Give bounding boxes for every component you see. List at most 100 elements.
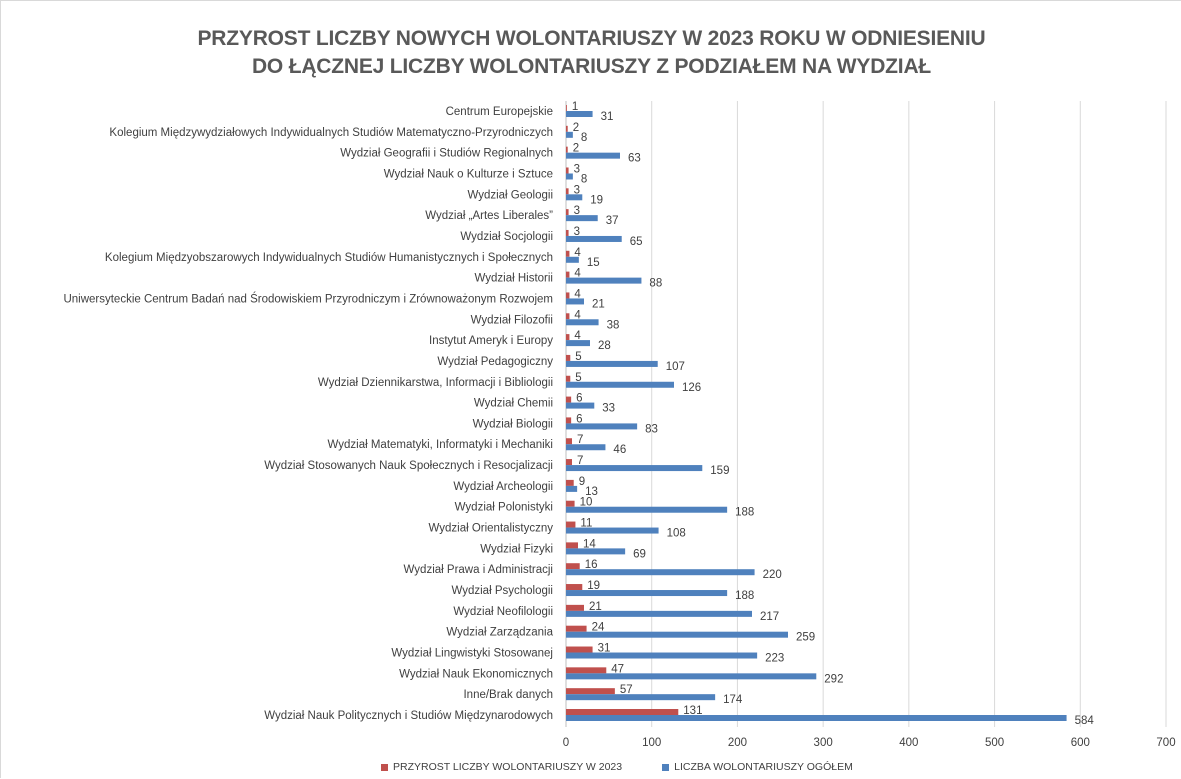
data-label-growth: 57 xyxy=(620,684,633,696)
data-label-growth: 31 xyxy=(598,643,611,655)
x-tick-label: 0 xyxy=(563,737,569,749)
data-label-total: 46 xyxy=(613,444,626,456)
data-label-total: 15 xyxy=(587,257,600,269)
bar-total xyxy=(566,298,584,305)
data-label-total: 126 xyxy=(682,382,701,394)
category-label: Wydział „Artes Liberales” xyxy=(425,210,553,222)
bar-total xyxy=(566,111,593,117)
bar-growth xyxy=(566,229,569,236)
data-label-growth: 16 xyxy=(585,559,598,571)
bar-total xyxy=(566,340,590,347)
bar-growth xyxy=(566,105,567,111)
category-label: Wydział Nauk Politycznych i Studiów Międ… xyxy=(264,710,553,722)
data-label-total: 174 xyxy=(723,694,743,706)
data-label-total: 259 xyxy=(796,632,815,644)
chart-title-line-1: PRZYROST LICZBY NOWYCH WOLONTARIUSZY W 2… xyxy=(197,27,986,50)
category-label: Centrum Europejskie xyxy=(446,106,553,118)
data-label-total: 69 xyxy=(633,548,646,560)
bar-growth xyxy=(566,438,572,445)
data-label-total: 220 xyxy=(763,569,782,581)
category-label: Wydział Nauk o Kulturze i Sztuce xyxy=(384,168,553,180)
category-label: Wydział Socjologii xyxy=(460,231,553,243)
bar-total xyxy=(566,402,595,409)
bar-total xyxy=(566,131,573,138)
category-label: Instytut Ameryk i Europy xyxy=(429,335,553,347)
category-label: Wydział Nauk Ekonomicznych xyxy=(399,668,553,680)
data-label-growth: 4 xyxy=(574,268,581,280)
chart-legend: PRZYROST LICZBY WOLONTARIUSZY W 2023 LIC… xyxy=(381,761,853,773)
legend-label-growth: PRZYROST LICZBY WOLONTARIUSZY W 2023 xyxy=(393,761,623,773)
bar-total xyxy=(566,631,788,638)
bar-growth xyxy=(566,146,568,153)
category-label: Wydział Historii xyxy=(475,273,554,285)
bar-total xyxy=(566,673,817,680)
category-label: Wydział Chemii xyxy=(474,398,553,410)
chart-title: PRZYROST LICZBY NOWYCH WOLONTARIUSZY W 2… xyxy=(1,25,1181,81)
data-label-growth: 4 xyxy=(574,288,581,300)
bar-total xyxy=(566,152,620,159)
bar-growth xyxy=(566,479,574,486)
category-label: Uniwersyteckie Centrum Badań nad Środowi… xyxy=(63,292,553,305)
bar-total xyxy=(566,694,716,701)
data-label-growth: 10 xyxy=(580,497,593,509)
bar-growth xyxy=(566,396,572,403)
category-label: Wydział Prawa i Administracji xyxy=(404,564,553,576)
data-label-growth: 2 xyxy=(573,143,579,155)
category-label: Wydział Orientalistyczny xyxy=(428,523,553,535)
data-label-growth: 9 xyxy=(579,476,585,488)
data-label-growth: 4 xyxy=(574,247,581,259)
data-label-total: 63 xyxy=(628,153,641,165)
category-label: Wydział Fizyki xyxy=(480,543,553,555)
bar-growth xyxy=(566,667,607,674)
bar-growth xyxy=(566,688,615,695)
data-label-total: 65 xyxy=(630,236,643,248)
data-label-growth: 19 xyxy=(587,580,600,592)
category-label: Wydział Zarządzania xyxy=(446,627,553,639)
data-label-growth: 131 xyxy=(683,705,702,717)
bar-total xyxy=(566,652,758,659)
category-label: Wydział Geologii xyxy=(467,189,553,201)
bar-growth xyxy=(566,292,570,299)
data-label-growth: 47 xyxy=(611,663,624,675)
category-label: Wydział Neofilologii xyxy=(453,606,553,618)
data-label-growth: 3 xyxy=(574,184,580,196)
bar-total xyxy=(566,569,755,576)
category-label: Wydział Filozofii xyxy=(471,314,553,326)
legend-item-total: LICZBA WOLONTARIUSZY OGÓŁEM xyxy=(662,761,853,773)
bar-growth xyxy=(566,604,584,611)
bar-total xyxy=(566,319,599,326)
bar-total xyxy=(566,360,658,367)
data-label-total: 33 xyxy=(602,403,615,415)
category-label: Wydział Lingwistyki Stosowanej xyxy=(391,648,553,660)
x-tick-label: 700 xyxy=(1156,737,1175,749)
bar-total xyxy=(566,381,674,388)
data-label-growth: 24 xyxy=(592,622,605,634)
data-label-total: 37 xyxy=(606,215,619,227)
data-label-total: 584 xyxy=(1075,715,1095,727)
data-label-total: 13 xyxy=(585,486,598,498)
data-label-total: 31 xyxy=(601,111,614,123)
data-label-total: 188 xyxy=(735,507,754,519)
bar-growth xyxy=(566,542,578,549)
bar-growth xyxy=(566,584,583,591)
category-label: Wydział Psychologii xyxy=(451,585,553,597)
bar-growth xyxy=(566,646,593,653)
bar-growth xyxy=(566,521,576,528)
legend-swatch-growth xyxy=(381,763,388,771)
x-tick-label: 400 xyxy=(899,737,918,749)
data-label-growth: 21 xyxy=(589,601,602,613)
data-label-growth: 3 xyxy=(574,163,580,175)
data-label-growth: 6 xyxy=(576,393,582,405)
bar-growth xyxy=(566,709,679,715)
data-label-total: 28 xyxy=(598,340,611,352)
bar-growth xyxy=(566,334,570,341)
data-label-growth: 7 xyxy=(577,434,583,446)
data-label-growth: 3 xyxy=(574,226,580,238)
data-label-total: 223 xyxy=(765,653,784,665)
data-label-growth: 1 xyxy=(572,101,578,113)
data-label-total: 159 xyxy=(710,465,729,477)
data-label-total: 21 xyxy=(592,298,605,310)
legend-swatch-total xyxy=(662,763,670,771)
data-label-growth: 4 xyxy=(574,330,581,342)
